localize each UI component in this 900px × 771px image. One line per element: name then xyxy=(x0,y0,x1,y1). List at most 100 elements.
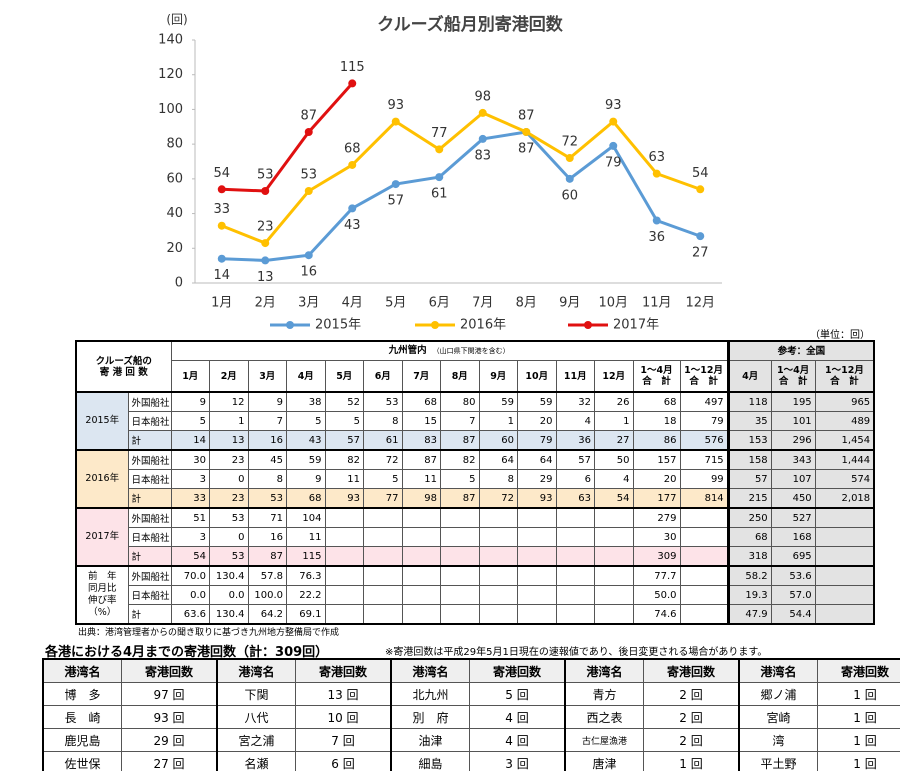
cell xyxy=(363,507,403,528)
column-header: 7月 xyxy=(401,360,441,393)
row-label: 外国船社 xyxy=(127,391,172,412)
cell: 5 xyxy=(363,469,403,489)
cell xyxy=(478,546,518,567)
y-tick-label: 60 xyxy=(166,171,183,186)
cell: 20 xyxy=(632,469,681,489)
data-point xyxy=(696,185,705,194)
cell xyxy=(440,565,480,586)
x-tick-label: 6月 xyxy=(429,296,450,311)
column-header: 寄港回数 xyxy=(121,658,218,683)
cell: 58.2 xyxy=(726,565,772,586)
column-header: 港湾名 xyxy=(390,658,470,683)
column-header: 港湾名 xyxy=(42,658,122,683)
corner-header: クルーズ船の寄 港 回 数 xyxy=(75,340,172,393)
row-group-line: 同月比 xyxy=(87,583,117,594)
row-group-line: 2016年 xyxy=(85,473,120,484)
data-label: 43 xyxy=(344,218,361,233)
data-label: 23 xyxy=(257,220,274,235)
cell: 71 xyxy=(247,507,287,528)
column-header: 寄港回数 xyxy=(817,658,900,683)
unit-label: （単位：回） xyxy=(810,330,870,341)
row-label: 計 xyxy=(127,546,172,567)
cell xyxy=(814,585,875,605)
data-point xyxy=(696,232,705,241)
cell: 43 xyxy=(286,430,326,451)
cell: 30 xyxy=(170,449,210,470)
cell: 57 xyxy=(555,449,595,470)
cell: 11 xyxy=(286,527,326,547)
x-tick-label: 5月 xyxy=(385,296,406,311)
cell: 100.0 xyxy=(247,585,287,605)
cell: 68 xyxy=(401,391,441,412)
data-point xyxy=(391,180,400,189)
cell: 497 xyxy=(679,391,729,412)
cell xyxy=(363,604,403,625)
cell: 82 xyxy=(440,449,480,470)
cell: 8 xyxy=(247,469,287,489)
data-point xyxy=(348,204,357,213)
data-row: 日本船社 5 1 7 5 5 8 15 7 1 20 4 1 18 79 35 101 489 xyxy=(76,411,875,431)
cell: 51 xyxy=(170,507,210,528)
x-tick-label: 11月 xyxy=(642,296,672,311)
row-label: 外国船社 xyxy=(127,507,172,528)
cell: 5 xyxy=(324,411,364,431)
cell: 574 xyxy=(814,469,875,489)
cell: 1 xyxy=(478,411,518,431)
cell xyxy=(324,604,364,625)
cell xyxy=(555,585,595,605)
row-group-line: 2017年 xyxy=(85,531,120,542)
cell: 74.6 xyxy=(632,604,681,625)
data-label: 63 xyxy=(648,150,665,165)
port-name: 唐津 xyxy=(564,751,644,771)
chart-title: クルーズ船月別寄港回数 xyxy=(377,14,564,35)
cell: 0 xyxy=(209,469,249,489)
series-line xyxy=(221,111,701,245)
monthly-table: クルーズ船の寄 港 回 数九州管内 （山口県下関港を含む） 参考：全国 1月 2月 3月 4… xyxy=(75,340,876,625)
cell: 5 xyxy=(440,469,480,489)
cell xyxy=(440,585,480,605)
cell: 11 xyxy=(401,469,441,489)
cell xyxy=(324,527,364,547)
legend-label: 2016年 xyxy=(460,318,506,333)
cell xyxy=(324,565,364,586)
data-point xyxy=(522,127,531,136)
cell xyxy=(517,507,557,528)
cell xyxy=(478,565,518,586)
data-point xyxy=(478,108,487,117)
y-tick-label: 80 xyxy=(166,137,183,152)
data-row: 佐世保 27 回名瀬 6 回細島 3 回唐津 1 回平土野 1 回 xyxy=(42,751,900,771)
cell xyxy=(814,527,875,547)
column-header: 港湾名 xyxy=(738,658,818,683)
cell: 64 xyxy=(478,449,518,470)
cell: 3 xyxy=(170,469,210,489)
data-label: 36 xyxy=(648,230,665,245)
cell: 13 xyxy=(209,430,249,451)
data-row: 日本船社 0.0 0.0 100.0 22.2 50.0 19.3 57.0 xyxy=(76,585,875,605)
data-label: 57 xyxy=(387,194,404,209)
cell: 101 xyxy=(770,411,816,431)
cell xyxy=(679,585,729,605)
port-count: 10 回 xyxy=(295,705,392,729)
cell: 19.3 xyxy=(726,585,772,605)
port-name: 下関 xyxy=(216,682,296,706)
cell: 32 xyxy=(555,391,595,412)
data-label: 53 xyxy=(257,168,274,183)
cell: 18 xyxy=(632,411,681,431)
column-header-line: 1～4月 xyxy=(777,365,810,376)
data-point xyxy=(217,254,226,263)
cell: 99 xyxy=(679,469,729,489)
cell: 53 xyxy=(209,507,249,528)
cell: 168 xyxy=(770,527,816,547)
data-point xyxy=(217,185,226,194)
port-count: 97 回 xyxy=(121,682,218,706)
legend-label: 2015年 xyxy=(315,318,361,333)
corner-line: クルーズ船の xyxy=(95,355,152,367)
cell: 59 xyxy=(286,449,326,470)
data-point xyxy=(217,221,226,230)
cell: 87 xyxy=(440,430,480,451)
cell: 93 xyxy=(324,488,364,509)
data-point xyxy=(565,174,574,183)
cell: 54 xyxy=(170,546,210,567)
port-count: 2 回 xyxy=(643,728,740,752)
